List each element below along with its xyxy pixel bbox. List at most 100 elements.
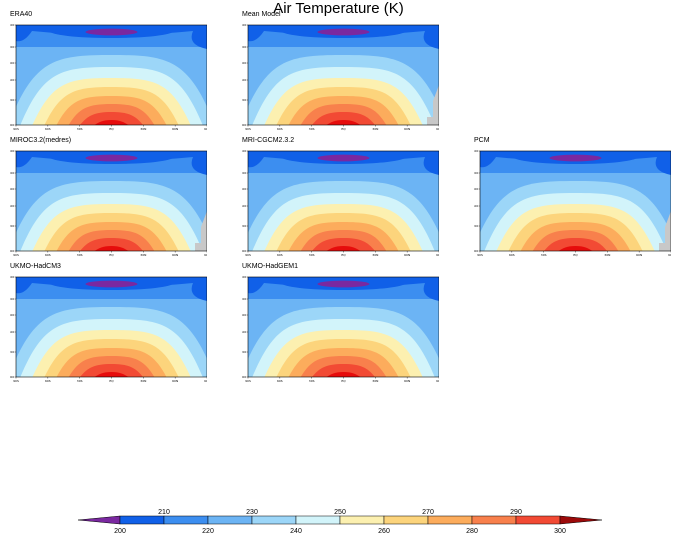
contour-band bbox=[80, 238, 143, 251]
x-tick-label: 90N bbox=[436, 253, 439, 257]
x-tick-label: 90S bbox=[13, 379, 19, 383]
contour-band bbox=[94, 246, 129, 251]
y-tick-label: 500 bbox=[242, 204, 246, 208]
y-tick-label: 200 bbox=[10, 297, 14, 301]
x-tick-label: 60N bbox=[636, 253, 642, 257]
colorbar-box bbox=[119, 515, 165, 525]
contour-band bbox=[312, 364, 375, 377]
y-tick-label: 500 bbox=[242, 78, 246, 82]
contour-band bbox=[94, 372, 129, 377]
topography-mask bbox=[195, 211, 207, 251]
panel-title: PCM bbox=[474, 137, 490, 144]
contour-plot: 10020030050070010001612842090S60S30SEQ30… bbox=[10, 275, 207, 383]
y-tick-label: 100 bbox=[10, 23, 14, 27]
x-tick-label: 30N bbox=[604, 253, 610, 257]
y-tick-label: 500 bbox=[10, 78, 14, 82]
y-tick-label: 300 bbox=[242, 313, 246, 317]
contour-plot: 10020030050070010001612842090S60S30SEQ30… bbox=[10, 23, 207, 131]
y-tick-label: 700 bbox=[242, 350, 246, 354]
panel-title: ERA40 bbox=[10, 11, 33, 18]
x-tick-label: EQ bbox=[573, 253, 578, 257]
panel-title: MIROC3.2(medres) bbox=[10, 137, 72, 144]
y-tick-label: 700 bbox=[474, 224, 478, 228]
x-tick-label: 60N bbox=[404, 253, 410, 257]
colorbar-lower-label: 200 bbox=[114, 528, 126, 535]
panel-era40: ERA4010020030050070010001612842090S60S30… bbox=[10, 11, 207, 131]
colorbar-upper-label: 210 bbox=[158, 509, 170, 516]
panel-title: UKMO-HadCM3 bbox=[10, 263, 61, 270]
x-tick-label: 30S bbox=[77, 253, 83, 257]
x-tick-label: 60N bbox=[172, 379, 178, 383]
y-tick-label: 300 bbox=[474, 187, 478, 191]
y-tick-label: 100 bbox=[474, 149, 478, 153]
colorbar-box bbox=[295, 515, 341, 525]
x-tick-label: EQ bbox=[109, 253, 114, 257]
y-tick-label: 200 bbox=[10, 171, 14, 175]
cold-core bbox=[85, 28, 138, 36]
x-tick-label: 90N bbox=[204, 127, 207, 131]
contour-band bbox=[80, 112, 143, 125]
y-tick-label: 300 bbox=[242, 61, 246, 65]
x-tick-label: EQ bbox=[109, 127, 114, 131]
cold-core bbox=[317, 154, 370, 162]
x-tick-label: 30N bbox=[140, 127, 146, 131]
y-tick-label: 500 bbox=[474, 204, 478, 208]
contour-band bbox=[326, 372, 361, 377]
colorbar-box bbox=[471, 515, 517, 525]
x-tick-label: 60S bbox=[277, 127, 283, 131]
cold-core bbox=[317, 280, 370, 288]
y-tick-label: 100 bbox=[242, 149, 246, 153]
x-tick-label: 90N bbox=[668, 253, 671, 257]
x-tick-label: 90N bbox=[436, 127, 439, 131]
x-tick-label: 30S bbox=[77, 127, 83, 131]
colorbar-lower-label: 300 bbox=[554, 528, 566, 535]
panel-mri-cgcm2-3-2: MRI-CGCM2.3.2100200300500700100016128420… bbox=[242, 137, 439, 257]
y-tick-label: 500 bbox=[10, 204, 14, 208]
x-tick-label: 30N bbox=[372, 253, 378, 257]
y-tick-label: 200 bbox=[10, 45, 14, 49]
x-tick-label: 30N bbox=[140, 379, 146, 383]
contour-plot: 10020030050070010001612842090S60S30SEQ30… bbox=[242, 275, 439, 383]
colorbar-box bbox=[207, 515, 253, 525]
colorbar-high-arrow bbox=[559, 515, 603, 525]
y-tick-label: 100 bbox=[242, 275, 246, 279]
panel-miroc3-2-medres: MIROC3.2(medres)100200300500700100016128… bbox=[10, 137, 207, 257]
x-tick-label: EQ bbox=[341, 253, 346, 257]
x-tick-label: 30S bbox=[77, 379, 83, 383]
panel-ukmo-hadcm3: UKMO-HadCM3 10020030050070010001612842090… bbox=[10, 263, 207, 383]
colorbar-low-arrow bbox=[77, 515, 121, 525]
x-tick-label: 30N bbox=[140, 253, 146, 257]
panel-pcm: PCM10020030050070010001612842090S60S30SE… bbox=[474, 137, 671, 257]
contour-band bbox=[312, 112, 375, 125]
x-tick-label: 60N bbox=[172, 253, 178, 257]
x-tick-label: 90S bbox=[245, 127, 251, 131]
x-tick-label: 90S bbox=[245, 253, 251, 257]
x-tick-label: 90S bbox=[245, 379, 251, 383]
panel-title: MRI-CGCM2.3.2 bbox=[242, 137, 295, 144]
y-tick-label: 300 bbox=[10, 61, 14, 65]
contour-band bbox=[326, 246, 361, 251]
y-tick-label: 700 bbox=[10, 98, 14, 102]
y-tick-label: 200 bbox=[242, 171, 246, 175]
x-tick-label: 90S bbox=[13, 127, 19, 131]
x-tick-label: EQ bbox=[341, 379, 346, 383]
y-tick-label: 100 bbox=[10, 149, 14, 153]
x-tick-label: 60N bbox=[404, 127, 410, 131]
panel-title: UKMO-HadGEM1 bbox=[242, 263, 299, 270]
colorbar-upper-label: 250 bbox=[334, 509, 346, 516]
cold-core bbox=[85, 154, 138, 162]
x-tick-label: EQ bbox=[341, 127, 346, 131]
cold-core bbox=[85, 280, 138, 288]
colorbar-upper-label: 230 bbox=[246, 509, 258, 516]
contour-plot: 10020030050070010001612842090S60S30SEQ30… bbox=[10, 149, 207, 257]
x-tick-label: 60S bbox=[509, 253, 515, 257]
cold-core bbox=[549, 154, 602, 162]
contour-band bbox=[558, 246, 593, 251]
colorbar-box bbox=[251, 515, 297, 525]
x-tick-label: 60N bbox=[404, 379, 410, 383]
y-tick-label: 200 bbox=[474, 171, 478, 175]
